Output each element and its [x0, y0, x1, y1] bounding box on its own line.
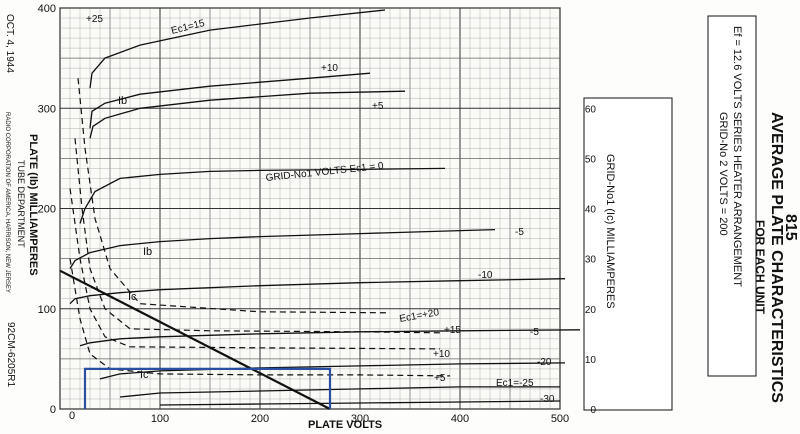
curve-label-minus-10: -10 [478, 270, 493, 281]
ic-minus-5-label: -5 [530, 327, 539, 338]
tube-type: 815 [782, 214, 799, 241]
curve-label-minus-20: -20 [537, 357, 552, 368]
y-tick-label: 200 [38, 204, 56, 216]
y2-tick-label: 60 [585, 104, 597, 115]
curve-label-plus-5: +5 [372, 101, 384, 112]
plate-curve [79, 329, 581, 347]
chart-series [59, 9, 581, 410]
x-tick-label: 300 [351, 413, 369, 425]
chart-grid [59, 7, 561, 410]
ic-plus-5-label: +5 [434, 373, 446, 384]
y2-tick-label: 0 [590, 405, 596, 416]
x-tick-label: 500 [551, 413, 569, 425]
condition-line-2: GRID-No 2 VOLTS = 200 [717, 112, 729, 236]
y2-tick-label: 40 [585, 205, 597, 216]
x-tick-label: 0 [69, 410, 75, 422]
load-line [59, 269, 331, 410]
tick-labels: 100 200 300 400 500 0 0 100 200 300 400 0 10 20 30 40 50… [38, 3, 597, 425]
left-axis-label: PLATE (Ib) MILLIAMPERES [27, 134, 39, 276]
plate-curve [89, 90, 406, 139]
ec1-minus-25-label: Ec1=-25 [496, 378, 534, 389]
grid-current-curve [69, 188, 441, 350]
operating-region [83, 367, 332, 409]
grid-current-curve [74, 138, 441, 334]
curve-label-plus-10: +10 [321, 63, 338, 74]
right-axis-panel [583, 97, 673, 411]
y-tick-label: 400 [38, 3, 56, 15]
date-label: OCT. 4, 1944 [4, 14, 15, 73]
y2-tick-label: 20 [585, 305, 597, 316]
page-title: AVERAGE PLATE CHARACTERISTICS [768, 112, 785, 403]
ic-plus-10-label: +10 [433, 349, 450, 360]
y2-tick-label: 10 [585, 355, 597, 366]
x-tick-label: 200 [251, 413, 269, 425]
plate-curve [89, 9, 386, 89]
plate-curve [89, 72, 371, 129]
conditions-panel [707, 15, 757, 377]
plate-curve [79, 167, 446, 224]
ic-label: Ic [128, 291, 137, 303]
department-label: TUBE DEPARTMENT [16, 160, 26, 248]
x-tick-label: 100 [151, 413, 169, 425]
ic-plus-15-label: +15 [444, 325, 461, 336]
y2-tick-label: 30 [585, 255, 597, 266]
y2-tick-label: 50 [585, 154, 597, 165]
curve-label-minus-30: -30 [540, 394, 555, 405]
y-tick-label: 100 [38, 304, 56, 316]
curve-label-minus-5: -5 [515, 227, 524, 238]
drawing-number: 92CM-6205R1 [5, 322, 16, 387]
x-tick-label: 400 [451, 413, 469, 425]
subtitle: FOR EACH UNIT [753, 220, 767, 315]
condition-line-1: Ef = 12.6 VOLTS SERIES HEATER ARRANGEMEN… [731, 26, 743, 287]
ic-lower-label: Ic [140, 369, 149, 381]
plate-curve [69, 278, 566, 305]
ib-upper-label: Ib [118, 95, 127, 107]
right-axis-label: GRID-No1 (Ic) MILLIAMPERES [604, 154, 616, 309]
chart-text: AVERAGE PLATE CHARACTERISTICS FOR EACH U… [4, 14, 799, 431]
y-tick-label: 300 [38, 103, 56, 115]
y-tick-label: 0 [50, 404, 56, 416]
curve-label-plus-25: +25 [86, 14, 103, 25]
plate-curve [119, 386, 560, 398]
plate-curve [69, 228, 496, 269]
plate-curve [159, 400, 561, 406]
x-axis-label: PLATE VOLTS [308, 419, 382, 431]
grid-current-curve [77, 78, 391, 314]
ib-lower-label: Ib [143, 246, 152, 258]
company-label: RADIO CORPORATION OF AMERICA, HARRISON, … [4, 112, 10, 293]
